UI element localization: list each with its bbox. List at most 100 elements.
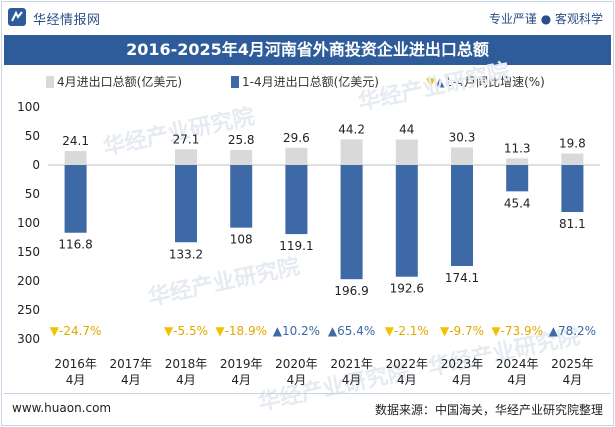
monthly-bar bbox=[340, 139, 363, 165]
legend-swatch-gray bbox=[46, 76, 54, 88]
x-tick-label: 2020年 bbox=[275, 357, 318, 371]
y-tick-label: 100 bbox=[17, 216, 40, 230]
growth-rate-label: ▼-2.1% bbox=[385, 324, 429, 338]
y-tick-label: 300 bbox=[17, 332, 40, 346]
x-tick-label: 2021年 bbox=[330, 357, 373, 371]
growth-rate-label: ▼-9.7% bbox=[440, 324, 484, 338]
y-tick-label: 200 bbox=[17, 274, 40, 288]
up-triangle-icon: ▲ bbox=[328, 324, 338, 338]
x-tick-label: 2025年 bbox=[551, 357, 594, 371]
growth-rate-text: 78.2% bbox=[558, 324, 596, 338]
down-triangle-icon: ▼ bbox=[440, 324, 450, 338]
growth-rate-text: 65.4% bbox=[337, 324, 375, 338]
legend-label-cumulative: 1-4月进出口总额(亿美元) bbox=[242, 75, 379, 89]
monthly-bar bbox=[64, 151, 87, 165]
x-tick-label-month: 4月 bbox=[176, 373, 196, 387]
x-tick-label-month: 4月 bbox=[287, 373, 307, 387]
x-axis: 2016年 4月 2017年 4月 2018年 4月 2019年 4月 2020年 4月 2021年… bbox=[54, 357, 593, 387]
y-tick-label: 150 bbox=[17, 245, 40, 259]
growth-rate-label: ▲65.4% bbox=[328, 324, 375, 338]
legend-item-growth: ▼▲1-4月同比增速(%) bbox=[426, 73, 545, 90]
monthly-value-label: 27.1 bbox=[173, 132, 200, 146]
monthly-bar bbox=[230, 150, 253, 165]
cumulative-bar bbox=[64, 165, 87, 233]
growth-rate-text: -2.1% bbox=[394, 324, 429, 338]
cumulative-bar bbox=[285, 165, 308, 235]
monthly-value-label: 30.3 bbox=[449, 130, 476, 144]
top-bar: 华经情报网 专业严谨 ● 客观科学 bbox=[0, 0, 615, 34]
watermark-text: 华经产业研究院 bbox=[146, 253, 302, 310]
cumulative-value-label: 116.8 bbox=[58, 238, 92, 252]
cumulative-value-label: 133.2 bbox=[169, 247, 203, 261]
growth-rate-label: ▲10.2% bbox=[273, 324, 320, 338]
cumulative-bar bbox=[506, 165, 529, 192]
x-tick-label-month: 4月 bbox=[397, 373, 417, 387]
cumulative-value-label: 45.4 bbox=[504, 196, 531, 210]
cumulative-value-label: 119.1 bbox=[279, 239, 313, 253]
x-tick-label: 2016年 bbox=[54, 357, 97, 371]
down-triangle-icon: ▼ bbox=[491, 324, 501, 338]
legend-label-monthly: 4月进出口总额(亿美元) bbox=[57, 75, 182, 89]
tagline: 专业严谨 ● 客观科学 bbox=[488, 12, 603, 26]
y-tick-label: 50 bbox=[25, 129, 40, 143]
monthly-value-label: 19.8 bbox=[559, 137, 586, 151]
x-tick-label: 2024年 bbox=[496, 357, 539, 371]
growth-rate-label: ▼-24.7% bbox=[50, 324, 102, 338]
legend-item-cumulative: 1-4月进出口总额(亿美元) bbox=[231, 73, 379, 90]
legend-triangle-icons: ▼▲ bbox=[426, 75, 445, 89]
cumulative-bar bbox=[561, 165, 584, 213]
down-triangle-icon: ▼ bbox=[385, 324, 395, 338]
growth-rate-label: ▼-5.5% bbox=[164, 324, 208, 338]
footer-url: www.huaon.com bbox=[12, 401, 112, 415]
growth-rate-text: -73.9% bbox=[501, 324, 543, 338]
down-triangle-icon: ▼ bbox=[215, 324, 225, 338]
chart-title: 2016-2025年4月河南省外商投资企业进出口总额 bbox=[126, 40, 489, 59]
up-triangle-icon: ▲ bbox=[549, 324, 559, 338]
monthly-value-label: 44 bbox=[399, 122, 414, 136]
cumulative-bar bbox=[175, 165, 197, 243]
x-tick-label-month: 4月 bbox=[507, 373, 527, 387]
monthly-value-label: 25.8 bbox=[228, 133, 255, 147]
growth-rate-label: ▼-18.9% bbox=[215, 324, 267, 338]
growth-rate-text: -9.7% bbox=[449, 324, 484, 338]
labels-layer: 24.1116.8▼-24.7%27.1133.2▼-5.5%25.8108▼-… bbox=[50, 122, 596, 338]
growth-rate-label: ▲78.2% bbox=[549, 324, 596, 338]
monthly-value-label: 44.2 bbox=[338, 122, 365, 136]
brand-name: 华经情报网 bbox=[33, 13, 101, 28]
growth-rate-text: 10.2% bbox=[282, 324, 320, 338]
y-tick-label: 100 bbox=[17, 100, 40, 114]
x-tick-label-month: 4月 bbox=[231, 373, 251, 387]
monthly-value-label: 11.3 bbox=[504, 141, 531, 155]
legend-label-growth: 1-4月同比增速(%) bbox=[444, 75, 545, 89]
y-tick-label: 250 bbox=[17, 303, 40, 317]
huajing-logo-icon bbox=[8, 8, 26, 26]
cumulative-bar bbox=[395, 165, 418, 277]
down-triangle-icon: ▼ bbox=[164, 324, 174, 338]
x-tick-label: 2018年 bbox=[165, 357, 208, 371]
growth-rate-text: -18.9% bbox=[225, 324, 267, 338]
growth-rate-text: -24.7% bbox=[59, 324, 101, 338]
y-tick-label: 0 bbox=[32, 158, 40, 172]
cumulative-bar bbox=[230, 165, 253, 228]
footer-divider bbox=[4, 393, 611, 394]
monthly-bar bbox=[175, 149, 197, 165]
monthly-bar bbox=[395, 139, 418, 165]
x-tick-label-month: 4月 bbox=[121, 373, 141, 387]
x-tick-label-month: 4月 bbox=[452, 373, 472, 387]
monthly-bar bbox=[451, 147, 473, 165]
x-tick-label: 2022年 bbox=[386, 357, 429, 371]
growth-rate-text: -5.5% bbox=[173, 324, 208, 338]
x-tick-label: 2019年 bbox=[220, 357, 263, 371]
growth-rate-label: ▼-73.9% bbox=[491, 324, 543, 338]
legend-item-monthly: 4月进出口总额(亿美元) bbox=[46, 73, 182, 90]
cumulative-bar bbox=[451, 165, 473, 266]
watermark-text: 华经产业研究院 bbox=[356, 58, 512, 115]
cumulative-value-label: 192.6 bbox=[390, 282, 424, 296]
cumulative-value-label: 108 bbox=[230, 233, 253, 247]
monthly-bar bbox=[506, 158, 529, 165]
cumulative-bar bbox=[340, 165, 363, 280]
up-triangle-icon: ▲ bbox=[273, 324, 283, 338]
x-tick-label: 2017年 bbox=[110, 357, 153, 371]
